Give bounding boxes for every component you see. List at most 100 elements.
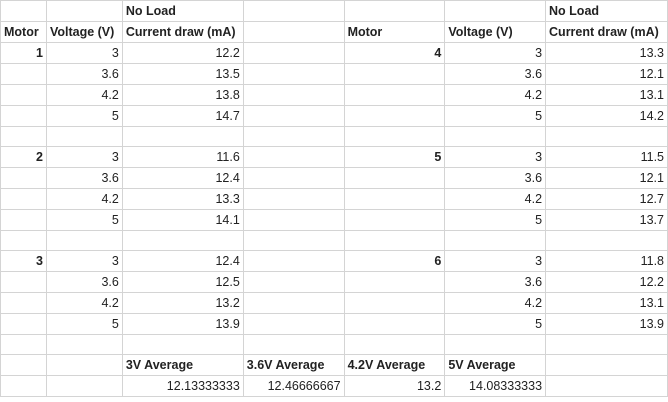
- current-header[interactable]: Current draw (mA): [121, 21, 244, 43]
- no-load-header[interactable]: No Load: [545, 0, 668, 22]
- current-cell[interactable]: 12.2: [545, 271, 668, 293]
- cell-empty[interactable]: [45, 126, 123, 147]
- cell-empty[interactable]: [444, 334, 547, 355]
- motor-id-cell[interactable]: 3: [0, 250, 47, 272]
- average-value[interactable]: 12.13333333: [121, 375, 244, 397]
- cell-empty[interactable]: [242, 126, 345, 147]
- cell-empty[interactable]: [0, 63, 47, 85]
- current-cell[interactable]: 13.9: [121, 313, 244, 335]
- voltage-cell[interactable]: 3: [45, 250, 123, 272]
- current-cell[interactable]: 12.4: [121, 167, 244, 189]
- voltage-cell[interactable]: 5: [444, 105, 547, 127]
- cell-empty[interactable]: [242, 105, 345, 127]
- cell-empty[interactable]: [0, 84, 47, 106]
- current-cell[interactable]: 13.1: [545, 292, 668, 314]
- cell-empty[interactable]: [343, 230, 446, 251]
- average-value[interactable]: 12.46666667: [242, 375, 345, 397]
- current-cell[interactable]: 13.7: [545, 209, 668, 231]
- cell-empty[interactable]: [45, 375, 123, 397]
- current-cell[interactable]: 12.5: [121, 271, 244, 293]
- motor-id-cell[interactable]: 6: [343, 250, 446, 272]
- voltage-cell[interactable]: 3.6: [45, 167, 123, 189]
- cell-empty[interactable]: [343, 209, 446, 231]
- current-cell[interactable]: 14.2: [545, 105, 668, 127]
- current-cell[interactable]: 12.4: [121, 250, 244, 272]
- voltage-cell[interactable]: 5: [444, 313, 547, 335]
- cell-empty[interactable]: [0, 126, 47, 147]
- voltage-cell[interactable]: 3.6: [444, 63, 547, 85]
- motor-id-cell[interactable]: 1: [0, 42, 47, 64]
- cell-empty[interactable]: [242, 250, 345, 272]
- voltage-cell[interactable]: 3: [444, 250, 547, 272]
- cell-empty[interactable]: [121, 230, 244, 251]
- cell-empty[interactable]: [242, 63, 345, 85]
- cell-empty[interactable]: [545, 230, 668, 251]
- voltage-header[interactable]: Voltage (V): [45, 21, 123, 43]
- voltage-cell[interactable]: 4.2: [444, 292, 547, 314]
- current-cell[interactable]: 11.6: [121, 146, 244, 168]
- cell-empty[interactable]: [0, 188, 47, 210]
- cell-empty[interactable]: [343, 292, 446, 314]
- voltage-cell[interactable]: 3.6: [444, 167, 547, 189]
- current-header[interactable]: Current draw (mA): [545, 21, 668, 43]
- motor-header[interactable]: Motor: [0, 21, 47, 43]
- voltage-cell[interactable]: 3.6: [45, 63, 123, 85]
- cell-empty[interactable]: [0, 230, 47, 251]
- voltage-cell[interactable]: 3: [444, 42, 547, 64]
- cell-empty[interactable]: [545, 334, 668, 355]
- cell-empty[interactable]: [242, 0, 345, 22]
- current-cell[interactable]: 12.2: [121, 42, 244, 64]
- cell-empty[interactable]: [343, 334, 446, 355]
- average-label[interactable]: 3V Average: [121, 354, 244, 376]
- motor-header[interactable]: Motor: [343, 21, 446, 43]
- cell-empty[interactable]: [343, 105, 446, 127]
- cell-empty[interactable]: [45, 230, 123, 251]
- current-cell[interactable]: 12.1: [545, 63, 668, 85]
- current-cell[interactable]: 13.2: [121, 292, 244, 314]
- cell-empty[interactable]: [343, 313, 446, 335]
- average-value[interactable]: 14.08333333: [444, 375, 547, 397]
- voltage-cell[interactable]: 3: [45, 146, 123, 168]
- current-cell[interactable]: 12.7: [545, 188, 668, 210]
- cell-empty[interactable]: [0, 105, 47, 127]
- voltage-cell[interactable]: 3.6: [45, 271, 123, 293]
- cell-empty[interactable]: [444, 230, 547, 251]
- cell-empty[interactable]: [242, 209, 345, 231]
- voltage-cell[interactable]: 5: [444, 209, 547, 231]
- no-load-header[interactable]: No Load: [121, 0, 244, 22]
- cell-empty[interactable]: [45, 354, 123, 376]
- cell-empty[interactable]: [242, 84, 345, 106]
- cell-empty[interactable]: [0, 292, 47, 314]
- cell-empty[interactable]: [0, 334, 47, 355]
- voltage-header[interactable]: Voltage (V): [444, 21, 547, 43]
- current-cell[interactable]: 13.1: [545, 84, 668, 106]
- cell-empty[interactable]: [121, 334, 244, 355]
- voltage-cell[interactable]: 5: [45, 313, 123, 335]
- cell-empty[interactable]: [0, 209, 47, 231]
- voltage-cell[interactable]: 5: [45, 209, 123, 231]
- cell-empty[interactable]: [242, 292, 345, 314]
- voltage-cell[interactable]: 4.2: [45, 84, 123, 106]
- average-label[interactable]: 3.6V Average: [242, 354, 345, 376]
- cell-empty[interactable]: [242, 21, 345, 43]
- cell-empty[interactable]: [343, 84, 446, 106]
- cell-empty[interactable]: [0, 313, 47, 335]
- voltage-cell[interactable]: 4.2: [444, 188, 547, 210]
- current-cell[interactable]: 14.1: [121, 209, 244, 231]
- cell-empty[interactable]: [545, 126, 668, 147]
- voltage-cell[interactable]: 3: [444, 146, 547, 168]
- cell-empty[interactable]: [242, 188, 345, 210]
- motor-id-cell[interactable]: 5: [343, 146, 446, 168]
- cell-empty[interactable]: [0, 354, 47, 376]
- current-cell[interactable]: 13.5: [121, 63, 244, 85]
- cell-empty[interactable]: [343, 167, 446, 189]
- cell-empty[interactable]: [242, 230, 345, 251]
- cell-empty[interactable]: [0, 0, 47, 22]
- voltage-cell[interactable]: 4.2: [45, 292, 123, 314]
- cell-empty[interactable]: [0, 167, 47, 189]
- current-cell[interactable]: 12.1: [545, 167, 668, 189]
- motor-id-cell[interactable]: 4: [343, 42, 446, 64]
- current-cell[interactable]: 11.5: [545, 146, 668, 168]
- cell-empty[interactable]: [0, 375, 47, 397]
- voltage-cell[interactable]: 3.6: [444, 271, 547, 293]
